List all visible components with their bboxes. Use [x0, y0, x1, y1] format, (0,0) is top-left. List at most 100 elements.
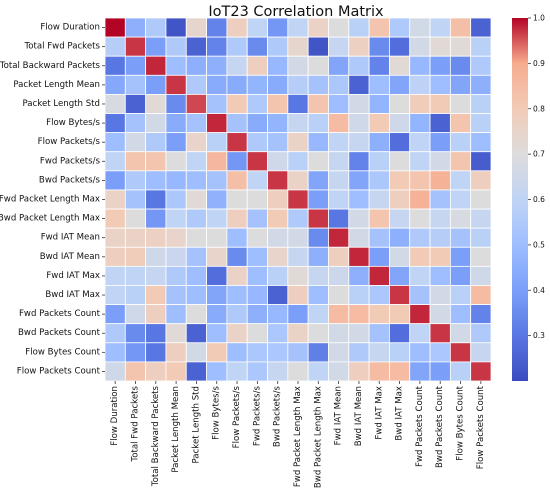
heatmap-cell [429, 170, 451, 191]
x-tick-label: Packet Length Mean [171, 386, 181, 473]
heatmap-cell [145, 36, 167, 57]
heatmap-cell [104, 74, 126, 95]
colorbar-tick-label: 0.3 [533, 331, 545, 340]
heatmap-cell [287, 285, 309, 305]
heatmap-cell [348, 342, 370, 363]
heatmap-cell [145, 246, 167, 267]
heatmap-cell [287, 55, 309, 76]
heatmap-cell [267, 265, 289, 286]
heatmap-cell [449, 342, 472, 363]
heatmap-cell [185, 208, 207, 229]
heatmap-cell [226, 55, 248, 76]
x-tick-label: Fwd IAT Mean [334, 386, 344, 445]
heatmap-cell [470, 132, 492, 153]
heatmap-cell [368, 36, 390, 57]
y-tick-label: Flow Bytes/s [46, 118, 100, 128]
heatmap-cell [246, 361, 268, 382]
heatmap-cell [348, 55, 370, 76]
heatmap-cell [226, 285, 248, 305]
heatmap-cell [267, 17, 289, 38]
heatmap-cell [449, 304, 472, 325]
heatmap-cell [368, 132, 390, 153]
heatmap-cell [206, 246, 228, 267]
heatmap-cell [429, 132, 451, 153]
heatmap-cell [124, 151, 147, 172]
heatmap-cell [185, 17, 207, 38]
heatmap-cell [429, 151, 451, 172]
heatmap-cell [124, 361, 147, 382]
heatmap-cell [124, 17, 147, 38]
heatmap-cell [368, 304, 390, 325]
heatmap-cell [145, 94, 167, 114]
heatmap-cell [307, 285, 329, 305]
heatmap-cell [246, 189, 268, 210]
heatmap-cell [287, 246, 309, 267]
heatmap-cell [124, 36, 147, 57]
heatmap-cell [145, 189, 167, 210]
x-tick-label: Total Backward Packets [151, 385, 161, 487]
heatmap-cell [267, 342, 289, 363]
colorbar-tick-label: 0.8 [533, 104, 545, 113]
heatmap-cell [185, 132, 207, 153]
x-tick-label: Bwd Packet Length Max [313, 386, 323, 488]
heatmap-cell [429, 361, 451, 382]
heatmap-cell [246, 113, 268, 134]
heatmap-cell [368, 265, 390, 286]
heatmap-cell [307, 94, 329, 114]
heatmap-cell [409, 208, 431, 229]
heatmap-cell [368, 227, 390, 248]
heatmap-cell [470, 304, 492, 325]
heatmap-cell [165, 323, 187, 344]
heatmap-cell [206, 17, 228, 38]
heatmap-cell [368, 208, 390, 229]
heatmap-cell [389, 208, 411, 229]
heatmap-cell [409, 304, 431, 325]
heatmap-cell [470, 36, 492, 57]
heatmap-cell [307, 227, 329, 248]
heatmap-cell [348, 17, 370, 38]
heatmap-cell [246, 151, 268, 172]
heatmap-cell [348, 285, 370, 305]
heatmap-cell [104, 36, 126, 57]
heatmap-cell [287, 189, 309, 210]
heatmap-cell [348, 361, 370, 382]
heatmap-cell [470, 94, 492, 114]
heatmap-cell [246, 132, 268, 153]
y-tick-label: Flow Bytes Count [25, 347, 100, 357]
heatmap-cell [328, 17, 350, 38]
heatmap-cell [389, 74, 411, 95]
heatmap-cell [267, 304, 289, 325]
colorbar [512, 18, 528, 381]
heatmap-cell [328, 208, 350, 229]
heatmap-cell [368, 55, 390, 76]
heatmap-cell [470, 265, 492, 286]
heatmap-cell [389, 55, 411, 76]
heatmap-cell [287, 361, 309, 382]
heatmap-cell [165, 132, 187, 153]
heatmap-cell [124, 170, 147, 191]
heatmap-cell [449, 208, 472, 229]
heatmap-cell [429, 17, 451, 38]
heatmap-cell [307, 323, 329, 344]
heatmap-cell [307, 208, 329, 229]
x-tick-label: Fwd Packets Count [415, 385, 425, 467]
heatmap-cell [287, 132, 309, 153]
heatmap-cell [429, 323, 451, 344]
heatmap-cell [409, 74, 431, 95]
heatmap-cell [124, 94, 147, 114]
heatmap-cell [287, 265, 309, 286]
heatmap-cell [185, 36, 207, 57]
heatmap-cell [409, 113, 431, 134]
heatmap-cell [287, 17, 309, 38]
x-tick-label: Bwd Packets/s [273, 385, 283, 447]
heatmap-cell [206, 113, 228, 134]
heatmap-cell [429, 189, 451, 210]
heatmap-cell [429, 342, 451, 363]
heatmap-cell [409, 246, 431, 267]
heatmap-cell [267, 227, 289, 248]
heatmap-cell [246, 304, 268, 325]
heatmap-cell [267, 151, 289, 172]
heatmap-cell [307, 170, 329, 191]
x-tick-label: Total Fwd Packets [130, 385, 140, 462]
